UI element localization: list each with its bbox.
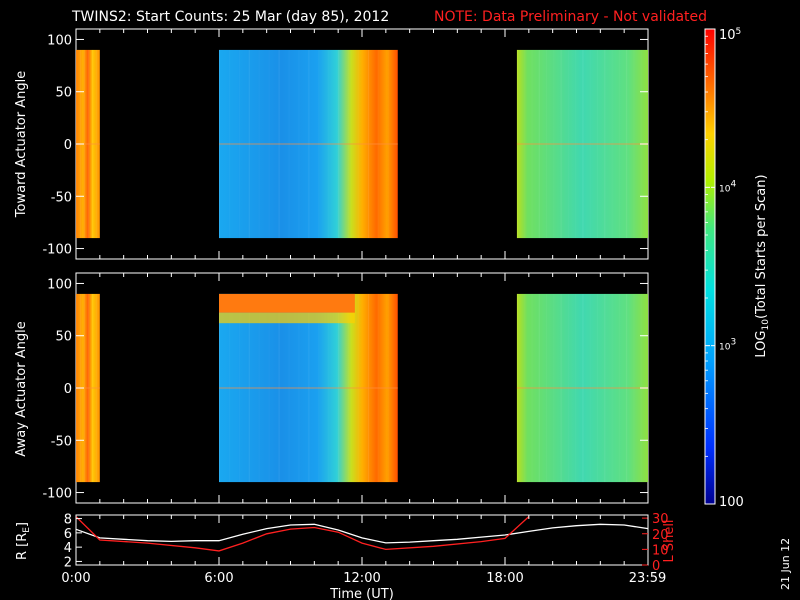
colorbar-tick-label: 105 xyxy=(719,27,741,43)
heatmap-stripe xyxy=(83,49,85,239)
heatmap-stripe xyxy=(338,293,340,483)
colorbar-tick-label: 100 xyxy=(719,495,744,510)
date-stamp: 21 Jun 12 xyxy=(779,538,792,590)
heatmap-segment-2 xyxy=(219,49,398,239)
ytick-label: -50 xyxy=(51,190,72,205)
heatmap-stripe xyxy=(338,49,340,239)
heatmap-stripe xyxy=(367,293,369,483)
high-angle-hot-band xyxy=(219,293,355,313)
heatmap-stripe xyxy=(538,293,540,483)
chart-title: TWINS2: Start Counts: 25 Mar (day 85), 2… xyxy=(71,9,389,25)
r-series-line xyxy=(75,523,649,544)
ytick-label-left: 8 xyxy=(64,513,72,528)
ytick-label-left: 6 xyxy=(64,527,72,542)
colorbar-tick-label: 104 xyxy=(719,179,736,194)
ytick-label: 0 xyxy=(64,138,72,153)
heatmap-stripe xyxy=(626,293,628,483)
ytick-label: 100 xyxy=(47,33,72,48)
high-angle-warm-band xyxy=(219,312,355,324)
ytick-label-left: 4 xyxy=(64,541,72,556)
data-note: NOTE: Data Preliminary - Not validated xyxy=(434,9,707,25)
xtick-label: 18:00 xyxy=(486,571,523,586)
heatmap-stripe xyxy=(278,293,280,483)
zero-angle-stripe xyxy=(219,387,398,389)
heatmap-stripe xyxy=(582,293,584,483)
colorbar-label: LOG10(Total Starts per Scan) xyxy=(754,174,771,357)
heatmap-stripe xyxy=(91,49,93,239)
away-ylabel: Away Actuator Angle xyxy=(14,321,29,456)
time-xlabel: Time (UT) xyxy=(329,587,394,600)
heatmap-stripe xyxy=(219,49,220,239)
r-ylabel: R [RE] xyxy=(15,522,32,560)
heatmap-stripe xyxy=(87,293,89,483)
heatmap-stripe xyxy=(83,293,85,483)
ytick-label-right: 0 xyxy=(652,559,660,574)
heatmap-stripe xyxy=(87,49,89,239)
heatmap-stripe xyxy=(367,49,369,239)
heatmap-segment-1 xyxy=(76,49,100,239)
ytick-label: -50 xyxy=(51,434,72,449)
heatmap-segment-3 xyxy=(516,293,648,483)
zero-angle-stripe xyxy=(76,387,100,389)
ytick-label: -100 xyxy=(42,487,72,502)
ytick-label-right: 10 xyxy=(652,543,669,558)
xtick-label: 0:00 xyxy=(61,571,90,586)
zero-angle-stripe xyxy=(76,143,100,145)
heatmap-stripe xyxy=(248,293,250,483)
colorbar-scale xyxy=(704,28,716,505)
heatmap-stripe xyxy=(516,49,518,239)
heatmap-stripe xyxy=(308,293,310,483)
zero-angle-stripe xyxy=(219,143,398,145)
lshell-series-line xyxy=(75,516,530,552)
colorbar: 105 104 103 100 LOG10(Total Starts per Scan… xyxy=(704,27,771,510)
ytick-label: 100 xyxy=(47,277,72,292)
heatmap-stripe xyxy=(582,49,584,239)
xtick-label: 12:00 xyxy=(343,571,380,586)
xtick-label: 23:59 xyxy=(629,571,666,586)
heatmap-stripe xyxy=(604,293,606,483)
ytick-label: 50 xyxy=(55,330,72,345)
heatmap-stripe xyxy=(95,49,97,239)
heatmap-stripe xyxy=(560,293,562,483)
heatmap-stripe xyxy=(95,293,97,483)
heatmap-segment-3 xyxy=(516,49,648,239)
heatmap-stripe xyxy=(604,49,606,239)
ytick-label: -100 xyxy=(42,243,72,258)
zero-angle-stripe xyxy=(516,143,648,145)
heatmap-stripe xyxy=(516,293,518,483)
ytick-label-right: 20 xyxy=(652,528,669,543)
heatmap-stripe xyxy=(560,49,562,239)
heatmap-segment-2 xyxy=(219,293,398,483)
xtick-label: 6:00 xyxy=(204,571,233,586)
ytick-label-right: 30 xyxy=(652,512,669,527)
zero-angle-stripe xyxy=(516,387,648,389)
ytick-label-left: 2 xyxy=(64,555,72,570)
toward-angle-panel: 100 50 0 -50 -100 Toward Actuator Angle xyxy=(14,28,649,260)
lshell-ylabel: L Shell xyxy=(662,519,677,562)
heatmap-stripe xyxy=(538,49,540,239)
heatmap-stripe xyxy=(248,49,250,239)
heatmap-stripe xyxy=(91,293,93,483)
ytick-label: 0 xyxy=(64,382,72,397)
heatmap-stripe xyxy=(278,49,280,239)
heatmap-stripe xyxy=(626,49,628,239)
ytick-label: 50 xyxy=(55,86,72,101)
away-angle-panel: 100 50 0 -50 -100 Away Actuator Angle xyxy=(14,272,649,504)
heatmap-segment-1 xyxy=(76,293,100,483)
colorbar-tick-label: 103 xyxy=(719,338,736,353)
heatmap-stripe xyxy=(219,293,220,483)
toward-ylabel: Toward Actuator Angle xyxy=(14,71,29,218)
heatmap-stripe xyxy=(308,49,310,239)
